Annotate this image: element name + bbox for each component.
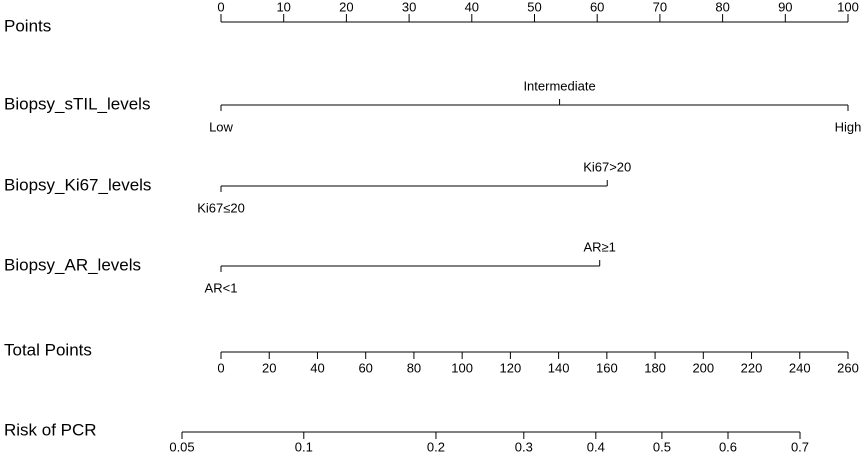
row-label: Biopsy_sTIL_levels bbox=[4, 94, 150, 113]
tick-label: 40 bbox=[310, 360, 324, 375]
row-label: Biopsy_AR_levels bbox=[4, 255, 141, 274]
tick-label: 70 bbox=[653, 0, 667, 14]
tick-label: 0.7 bbox=[791, 439, 809, 454]
row-label: Biopsy_Ki67_levels bbox=[4, 175, 151, 194]
level-label: AR<1 bbox=[205, 280, 238, 295]
tick-label: 90 bbox=[778, 0, 792, 14]
tick-label: 140 bbox=[548, 360, 570, 375]
level-label: High bbox=[835, 119, 862, 134]
tick-label: 80 bbox=[407, 360, 421, 375]
tick-label: 0.3 bbox=[515, 439, 533, 454]
tick-label: 0.05 bbox=[169, 439, 194, 454]
tick-label: 50 bbox=[527, 0, 541, 14]
tick-label: 0 bbox=[217, 0, 224, 14]
tick-label: 220 bbox=[741, 360, 763, 375]
tick-label: 10 bbox=[276, 0, 290, 14]
tick-label: 60 bbox=[590, 0, 604, 14]
tick-label: 100 bbox=[451, 360, 473, 375]
tick-label: 0.2 bbox=[427, 439, 445, 454]
tick-label: 180 bbox=[644, 360, 666, 375]
row-label: Total Points bbox=[4, 340, 92, 359]
tick-label: 160 bbox=[596, 360, 618, 375]
tick-label: 0 bbox=[217, 360, 224, 375]
tick-label: 60 bbox=[358, 360, 372, 375]
tick-label: 240 bbox=[789, 360, 811, 375]
tick-label: 0.6 bbox=[719, 439, 737, 454]
tick-label: 260 bbox=[837, 360, 859, 375]
level-label: Low bbox=[209, 119, 233, 134]
tick-label: 200 bbox=[692, 360, 714, 375]
tick-label: 120 bbox=[500, 360, 522, 375]
tick-label: 0.4 bbox=[587, 439, 605, 454]
level-label: Ki67>20 bbox=[583, 159, 631, 174]
tick-label: 0.1 bbox=[295, 439, 313, 454]
tick-label: 20 bbox=[262, 360, 276, 375]
tick-label: 100 bbox=[837, 0, 859, 14]
tick-label: 0.5 bbox=[653, 439, 671, 454]
level-label: AR≥1 bbox=[583, 239, 615, 254]
row-label: Risk of PCR bbox=[4, 420, 97, 439]
row-label: Points bbox=[4, 16, 51, 35]
level-label: Ki67≤20 bbox=[197, 200, 245, 215]
tick-label: 80 bbox=[715, 0, 729, 14]
tick-label: 40 bbox=[465, 0, 479, 14]
tick-label: 20 bbox=[339, 0, 353, 14]
level-label: Intermediate bbox=[523, 78, 595, 93]
tick-label: 30 bbox=[402, 0, 416, 14]
